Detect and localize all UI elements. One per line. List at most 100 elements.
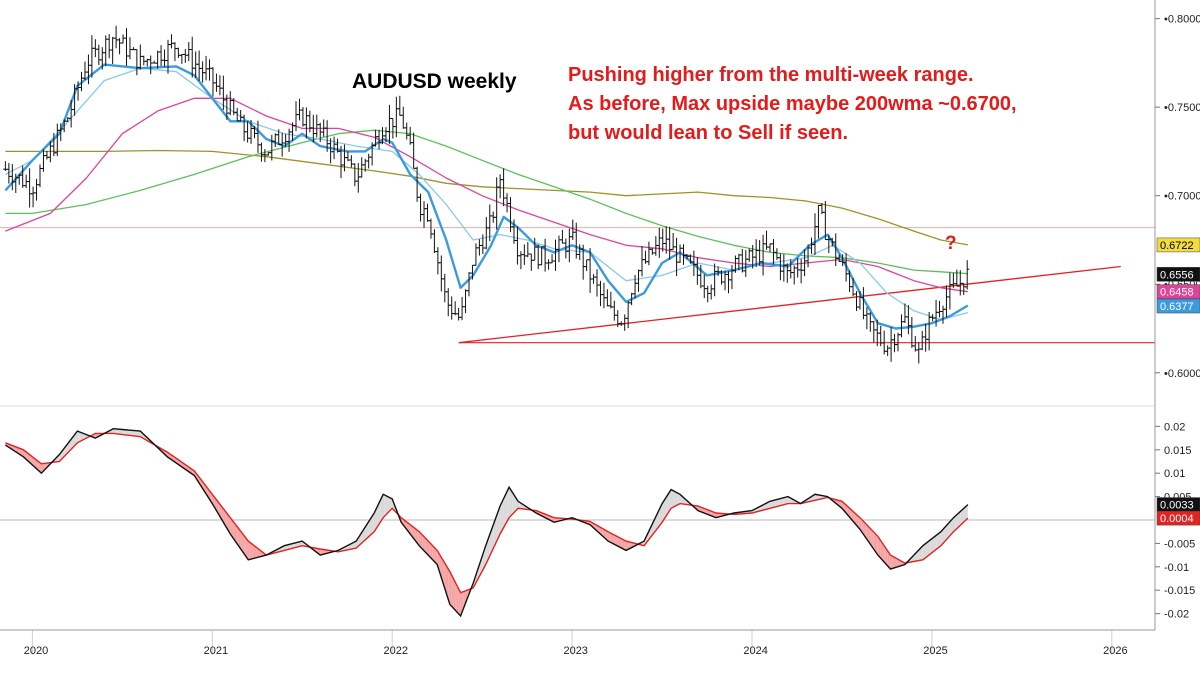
- price-bar: [421, 201, 427, 228]
- price-bar: [854, 291, 859, 311]
- price-bar: [798, 258, 804, 284]
- oscillator-fill: [420, 533, 423, 549]
- oscillator-fill: [237, 526, 239, 547]
- oscillator-fill: [894, 557, 897, 568]
- oscillator-fill: [287, 544, 290, 550]
- oscillator-fill: [789, 497, 791, 504]
- oscillator-fill: [245, 537, 248, 559]
- oscillator-fill: [700, 507, 703, 513]
- price-bar: [210, 67, 216, 97]
- price-bar: [612, 300, 617, 321]
- price-bar: [923, 323, 928, 352]
- x-tick-label: 2026: [1103, 645, 1127, 657]
- price-bar: [459, 296, 465, 321]
- x-tick-label: 2025: [923, 645, 947, 657]
- oscillator-fill: [783, 497, 786, 505]
- price-bar: [722, 270, 728, 291]
- price-bar: [446, 288, 451, 317]
- oscillator-fill: [296, 542, 298, 548]
- oscillator-fill: [496, 510, 499, 542]
- oscillator-fill: [923, 543, 926, 559]
- oscillator-fill: [941, 529, 943, 546]
- oscillator-fill: [963, 506, 966, 523]
- chart-title: AUDUSD weekly: [352, 70, 517, 93]
- price-bar: [407, 126, 413, 145]
- oscillator-fill: [709, 510, 712, 516]
- price-bar: [864, 307, 870, 330]
- price-bar: [515, 226, 520, 265]
- price-bar: [366, 153, 371, 169]
- oscillator-fill: [662, 499, 665, 522]
- oscillator-fill: [33, 457, 35, 468]
- price-bar: [172, 42, 178, 62]
- oscillator-fill: [616, 535, 618, 547]
- price-bar: [542, 238, 548, 272]
- oscillator-fill: [816, 494, 819, 500]
- osc-tick-label: -0.015: [1164, 585, 1195, 597]
- price-tag-text: 0.6377: [1160, 301, 1194, 313]
- oscillator-tag: 0.0033: [1156, 497, 1200, 512]
- oscillator-fill: [138, 430, 141, 437]
- price-bar: [940, 305, 946, 324]
- oscillator-fill: [609, 532, 611, 543]
- price-bar: [96, 44, 102, 65]
- price-bar: [539, 246, 544, 266]
- price-bar: [729, 264, 735, 290]
- price-bar: [497, 174, 503, 199]
- price-bar: [667, 226, 672, 260]
- oscillator-fill: [859, 517, 862, 532]
- price-bar: [816, 204, 821, 239]
- oscillator-fill: [422, 534, 425, 551]
- price-bar: [190, 36, 195, 78]
- price-bar: [708, 284, 714, 300]
- price-bar: [356, 163, 361, 193]
- osc-tick-label: 0.01: [1164, 468, 1185, 480]
- oscillator-fill: [444, 563, 447, 594]
- oscillator-fill: [498, 505, 501, 538]
- price-bar: [162, 49, 167, 67]
- oscillator-fill: [854, 512, 857, 526]
- oscillator-fill: [232, 519, 234, 539]
- oscillator-fill: [434, 547, 437, 564]
- oscillator-fill: [427, 540, 430, 557]
- price-bar: [200, 61, 205, 83]
- oscillator-fill: [285, 544, 288, 551]
- price-bar: [522, 244, 527, 265]
- oscillator-fill: [373, 510, 376, 533]
- price-bar: [179, 53, 185, 64]
- oscillator-fill: [878, 537, 881, 559]
- price-bar: [390, 117, 396, 139]
- oscillator-fill: [607, 531, 610, 542]
- oscillator-fill: [451, 575, 454, 609]
- price-bar: [442, 273, 447, 303]
- oscillator-fill: [233, 522, 236, 542]
- price-bar: [636, 269, 641, 292]
- oscillator-fill: [323, 549, 326, 555]
- macd-line: [5, 427, 969, 618]
- price-bars: [3, 25, 970, 364]
- oscillator-fill: [920, 546, 923, 561]
- oscillator-fill: [415, 528, 418, 544]
- oscillator-fill: [763, 503, 765, 511]
- price-bar: [141, 55, 146, 66]
- oscillator-fill: [626, 541, 629, 551]
- price-bar: [34, 178, 39, 201]
- oscillator-fill: [553, 517, 556, 523]
- price-bar: [30, 186, 36, 208]
- oscillator-fill: [872, 530, 874, 550]
- oscillator-fill: [19, 448, 21, 456]
- x-tick-label: 2022: [384, 645, 408, 657]
- price-bar: [473, 243, 479, 266]
- price-bar: [138, 44, 143, 70]
- price-bar: [916, 342, 921, 364]
- oscillator-fill: [510, 489, 513, 517]
- oscillator-fill: [866, 524, 869, 542]
- price-bar: [186, 42, 191, 62]
- oscillator-tag-text: 0.0033: [1160, 500, 1194, 512]
- oscillator-fill: [39, 462, 42, 473]
- oscillator-fill: [680, 494, 682, 504]
- price-tag-box: [1156, 237, 1200, 253]
- oscillator-panel: [0, 427, 1155, 618]
- price-bar: [241, 114, 247, 142]
- oscillator-fill: [448, 568, 450, 605]
